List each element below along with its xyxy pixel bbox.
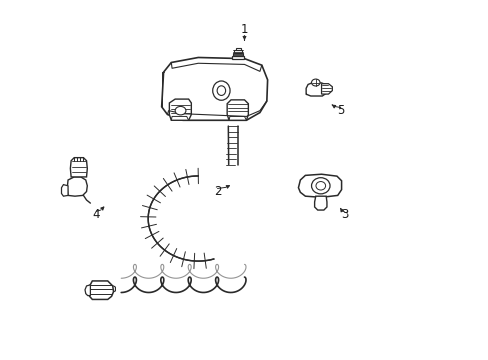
- Polygon shape: [305, 83, 326, 96]
- Polygon shape: [235, 48, 241, 50]
- Polygon shape: [70, 158, 87, 177]
- Polygon shape: [88, 281, 113, 300]
- Polygon shape: [61, 185, 68, 196]
- Ellipse shape: [311, 178, 329, 194]
- Polygon shape: [85, 285, 90, 296]
- Polygon shape: [298, 174, 341, 197]
- Polygon shape: [232, 56, 244, 59]
- Text: 4: 4: [92, 208, 100, 221]
- Polygon shape: [321, 84, 332, 94]
- Polygon shape: [227, 100, 248, 120]
- Polygon shape: [234, 50, 242, 53]
- Ellipse shape: [311, 79, 319, 86]
- Text: 2: 2: [213, 185, 221, 198]
- Polygon shape: [314, 196, 326, 210]
- Polygon shape: [169, 99, 191, 120]
- Polygon shape: [162, 58, 267, 120]
- Ellipse shape: [175, 107, 185, 115]
- Text: 3: 3: [340, 208, 347, 221]
- Text: 1: 1: [240, 23, 248, 36]
- Text: 5: 5: [336, 104, 344, 117]
- Polygon shape: [233, 53, 243, 56]
- Polygon shape: [67, 177, 87, 196]
